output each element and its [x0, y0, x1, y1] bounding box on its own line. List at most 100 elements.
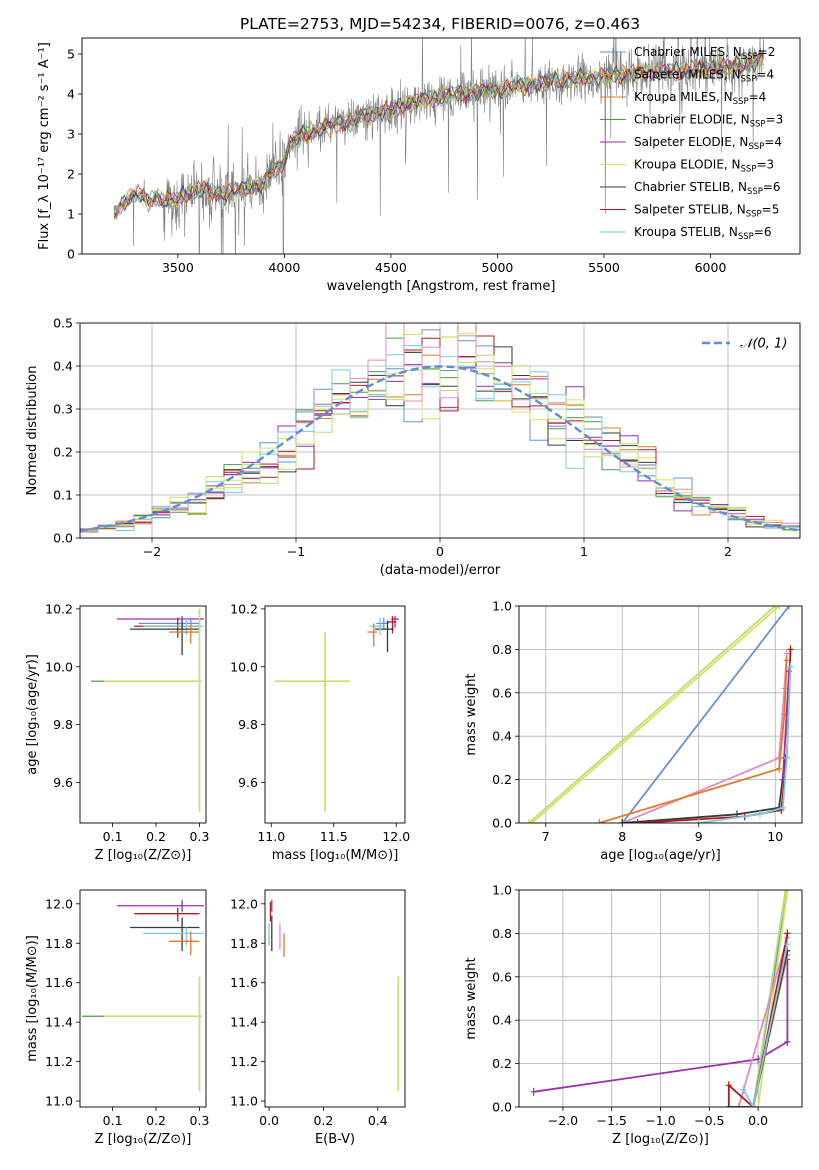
data-point-CM	[376, 617, 389, 630]
y-tick-label: 0.3	[53, 402, 73, 417]
y-tick-label: 12.0	[45, 896, 73, 911]
legend-entry: Chabrier ELODIE, NSSP=3	[634, 113, 783, 130]
legend-entry: Chabrier MILES, NSSP=2	[634, 45, 775, 62]
series-marker-KM	[776, 764, 783, 773]
legend-entry: Chabrier STELIB, NSSP=6	[634, 180, 781, 197]
x-tick-label: 2	[724, 544, 732, 559]
axes-frame	[518, 889, 803, 1108]
y-tick-label: 0.2	[53, 445, 73, 460]
figure-title: PLATE=2753, MJD=54234, FIBERID=0076, z=0…	[240, 15, 640, 33]
x-tick-label: 7	[542, 829, 550, 844]
y-tick-label: 11.4	[45, 1015, 73, 1030]
series-marker-KS	[787, 662, 794, 671]
data-point-CS	[375, 620, 394, 653]
y-axis-label: mass weight	[464, 957, 479, 1039]
series-marker-KS	[695, 819, 702, 823]
data-point-KM	[169, 623, 200, 644]
series-marker-KS	[750, 1103, 757, 1107]
y-tick-label: 0.4	[492, 1013, 512, 1028]
data-point-KE	[275, 632, 350, 812]
x-tick-label: 10	[767, 829, 783, 844]
model-line-KE	[113, 52, 764, 222]
series-marker-KE	[755, 1103, 762, 1107]
series-marker-KS	[756, 810, 763, 819]
model-line-SS	[113, 53, 764, 217]
series-marker-CM	[785, 606, 792, 610]
x-tick-label: 0.3	[190, 829, 210, 844]
x-tick-label: 0.1	[103, 1113, 123, 1128]
series-marker-KM	[783, 656, 790, 665]
x-tick-label: 1	[580, 544, 588, 559]
x-axis-label: (data-model)/error	[380, 563, 501, 578]
axes-frame	[79, 605, 207, 824]
series-marker-KS	[779, 803, 786, 812]
y-tick-label: 9.8	[238, 717, 258, 732]
x-tick-label: 11.0	[257, 829, 285, 844]
y-tick-label: 11.0	[230, 1094, 258, 1109]
y-tick-label: 10.0	[230, 659, 258, 674]
x-tick-label: −1.0	[645, 1113, 675, 1128]
series-marker-lime	[782, 890, 789, 894]
legend-entry: Kroupa ELODIE, NSSP=3	[634, 158, 774, 175]
series-line-SS	[727, 933, 789, 1107]
legend-entry: Salpeter MILES, NSSP=4	[634, 68, 774, 85]
x-tick-label: −1.5	[597, 1113, 627, 1128]
data-point-KE	[103, 608, 202, 812]
spectrum-legend: Chabrier MILES, NSSP=2 Salpeter MILES, NS…	[600, 45, 783, 242]
series-marker-KE	[784, 890, 791, 894]
x-tick-label: 0.2	[146, 1113, 166, 1128]
series-marker-CS	[725, 1103, 732, 1107]
y-tick-label: 10.2	[45, 601, 73, 616]
axes-frame	[264, 605, 406, 824]
series-line-CS	[622, 757, 787, 823]
model-line-KS	[113, 55, 764, 220]
series-line-KE	[757, 890, 789, 1107]
x-tick-label: 0.0	[748, 1113, 768, 1128]
series-line-lime	[528, 606, 776, 823]
y-tick-label: 0	[67, 247, 75, 262]
series-marker-KS	[784, 940, 791, 949]
legend-entry: Salpeter STELIB, NSSP=5	[634, 203, 779, 220]
y-tick-label: 11.8	[45, 936, 73, 951]
x-tick-label: 0.2	[314, 1113, 334, 1128]
y-tick-label: 9.6	[53, 775, 73, 790]
x-axis-label: E(B-V)	[315, 1132, 355, 1147]
x-tick-label: 3500	[162, 260, 194, 275]
series-marker-KS	[783, 753, 790, 762]
plot-area-age-vs-mass	[275, 616, 399, 812]
data-point-SS	[134, 907, 200, 922]
data-point-KE	[103, 976, 202, 1092]
y-tick-label: 11.6	[230, 975, 258, 990]
panel-age-vs-Z: 0.1 0.2 0.3 9.6 9.8 10.0 10.2 Z [log₁₀(Z/Z⊙)] ag…	[25, 601, 209, 863]
series-marker-CS	[619, 819, 626, 823]
y-tick-label: 0.1	[53, 488, 73, 503]
x-tick-label: 4000	[268, 260, 300, 275]
x-tick-label: −2	[143, 544, 161, 559]
series-line-KS	[742, 944, 789, 1107]
axes-frame	[79, 889, 207, 1108]
x-tick-label: 6000	[695, 260, 727, 275]
y-tick-label: 3	[67, 127, 75, 142]
x-tick-label: −1	[287, 544, 305, 559]
x-tick-label: 0.4	[368, 1113, 388, 1128]
x-tick-label: 0.3	[190, 1113, 210, 1128]
y-axis-label: Normed distribution	[25, 366, 40, 496]
x-axis-label: mass [log₁₀(M/M⊙)]	[272, 848, 399, 863]
y-tick-label: 10.0	[45, 659, 73, 674]
y-tick-label: 0.8	[492, 642, 512, 657]
y-tick-label: 0.8	[492, 926, 512, 941]
x-tick-label: 8	[618, 829, 626, 844]
series-line-KE	[531, 606, 780, 823]
y-tick-label: 0.6	[492, 685, 512, 700]
series-line-SE	[782, 671, 790, 780]
x-tick-label: −0.5	[694, 1113, 724, 1128]
panel-age-vs-mass: 11.0 11.5 12.0 9.6 9.8 10.0 10.2 mass [log₁₀(M/…	[230, 601, 410, 863]
x-tick-label: 0.0	[259, 1113, 279, 1128]
series-marker-pink	[735, 1103, 742, 1107]
series-line-SE	[533, 959, 789, 1093]
x-tick-label: 5500	[588, 260, 620, 275]
y-tick-label: 1	[67, 207, 75, 222]
x-tick-label: 4500	[375, 260, 407, 275]
y-tick-label: 0.4	[53, 359, 73, 374]
panel-mass-vs-Z: 0.1 0.2 0.3 11.0 11.2 11.4 11.6 11.8 12.0 Z [log₁…	[25, 889, 210, 1147]
